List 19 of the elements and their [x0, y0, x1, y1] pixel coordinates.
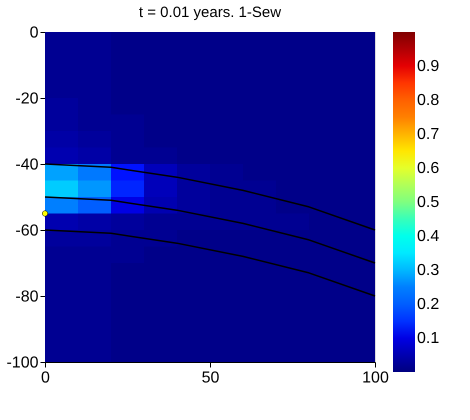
chart-title: t = 0.01 years. 1-Sew [138, 4, 282, 21]
y-tick-label: -60 [15, 222, 39, 240]
x-tick-label: 100 [362, 370, 389, 386]
color-bar-label: 0.7 [417, 126, 440, 143]
y-tick-label: -80 [15, 288, 39, 306]
x-tick-label: 50 [202, 370, 220, 386]
color-bar-label: 0.2 [417, 296, 440, 313]
color-bar-label: 0.4 [417, 228, 440, 245]
color-bar-label: 0.6 [417, 160, 440, 177]
y-tick-label: -20 [15, 90, 39, 108]
color-bar-label: 0.5 [417, 194, 440, 211]
y-tick-label: -40 [15, 156, 39, 174]
color-bar-label: 0.8 [417, 92, 440, 109]
y-tick-label: -100 [6, 354, 39, 372]
y-tick-label: 0 [30, 24, 39, 42]
color-bar-label: 0.3 [417, 262, 440, 279]
color-bar-label: 0.9 [417, 58, 440, 75]
x-tick-label: 0 [41, 370, 50, 386]
color-bar-label: 0.1 [417, 330, 440, 347]
